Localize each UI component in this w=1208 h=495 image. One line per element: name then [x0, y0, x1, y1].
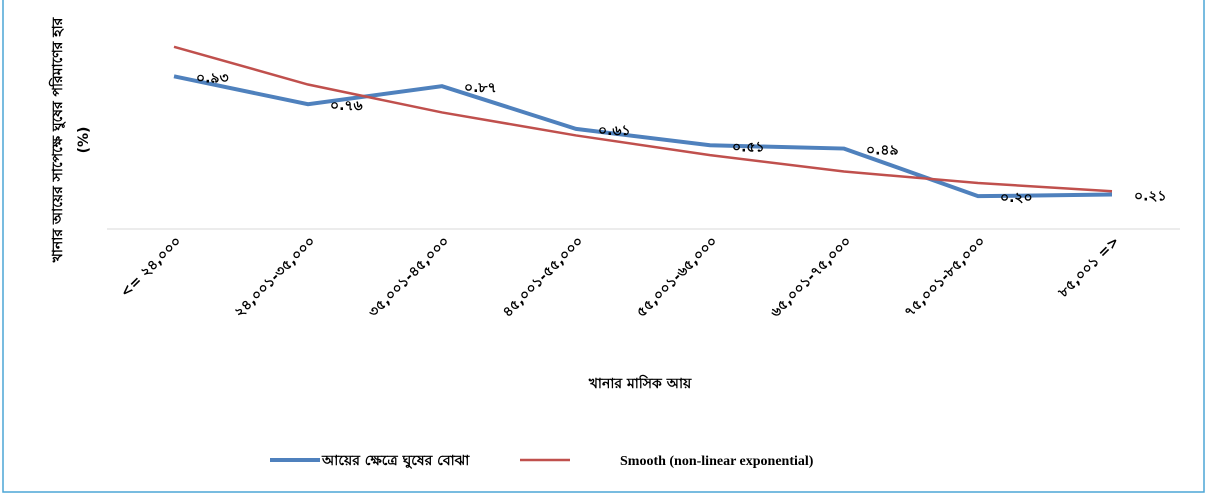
data-label: ০.৬১ — [598, 123, 631, 139]
data-label: ০.৫১ — [732, 139, 765, 155]
data-label: ০.২১ — [1134, 189, 1167, 205]
y-axis-title: খানার আয়ের সাপেক্ষে ঘুষের পরিমাণের হার — [48, 16, 67, 263]
y-axis-title: (%) — [76, 127, 92, 154]
data-label: ০.৮৭ — [464, 80, 497, 96]
data-label: ০.৭৬ — [330, 98, 363, 114]
line-series — [173, 45, 1113, 193]
legend-label: আয়ের ক্ষেত্রে ঘুষের বোঝা — [321, 453, 470, 470]
x-axis-title: খানার মাসিক আয় — [588, 374, 692, 392]
line-series — [173, 74, 1113, 199]
legend-label: Smooth (non-linear exponential) — [620, 454, 814, 469]
data-label: ০.২০ — [1000, 190, 1033, 206]
data-label: ০.৪৯ — [866, 143, 899, 159]
data-label: ০.৯৩ — [196, 70, 229, 86]
